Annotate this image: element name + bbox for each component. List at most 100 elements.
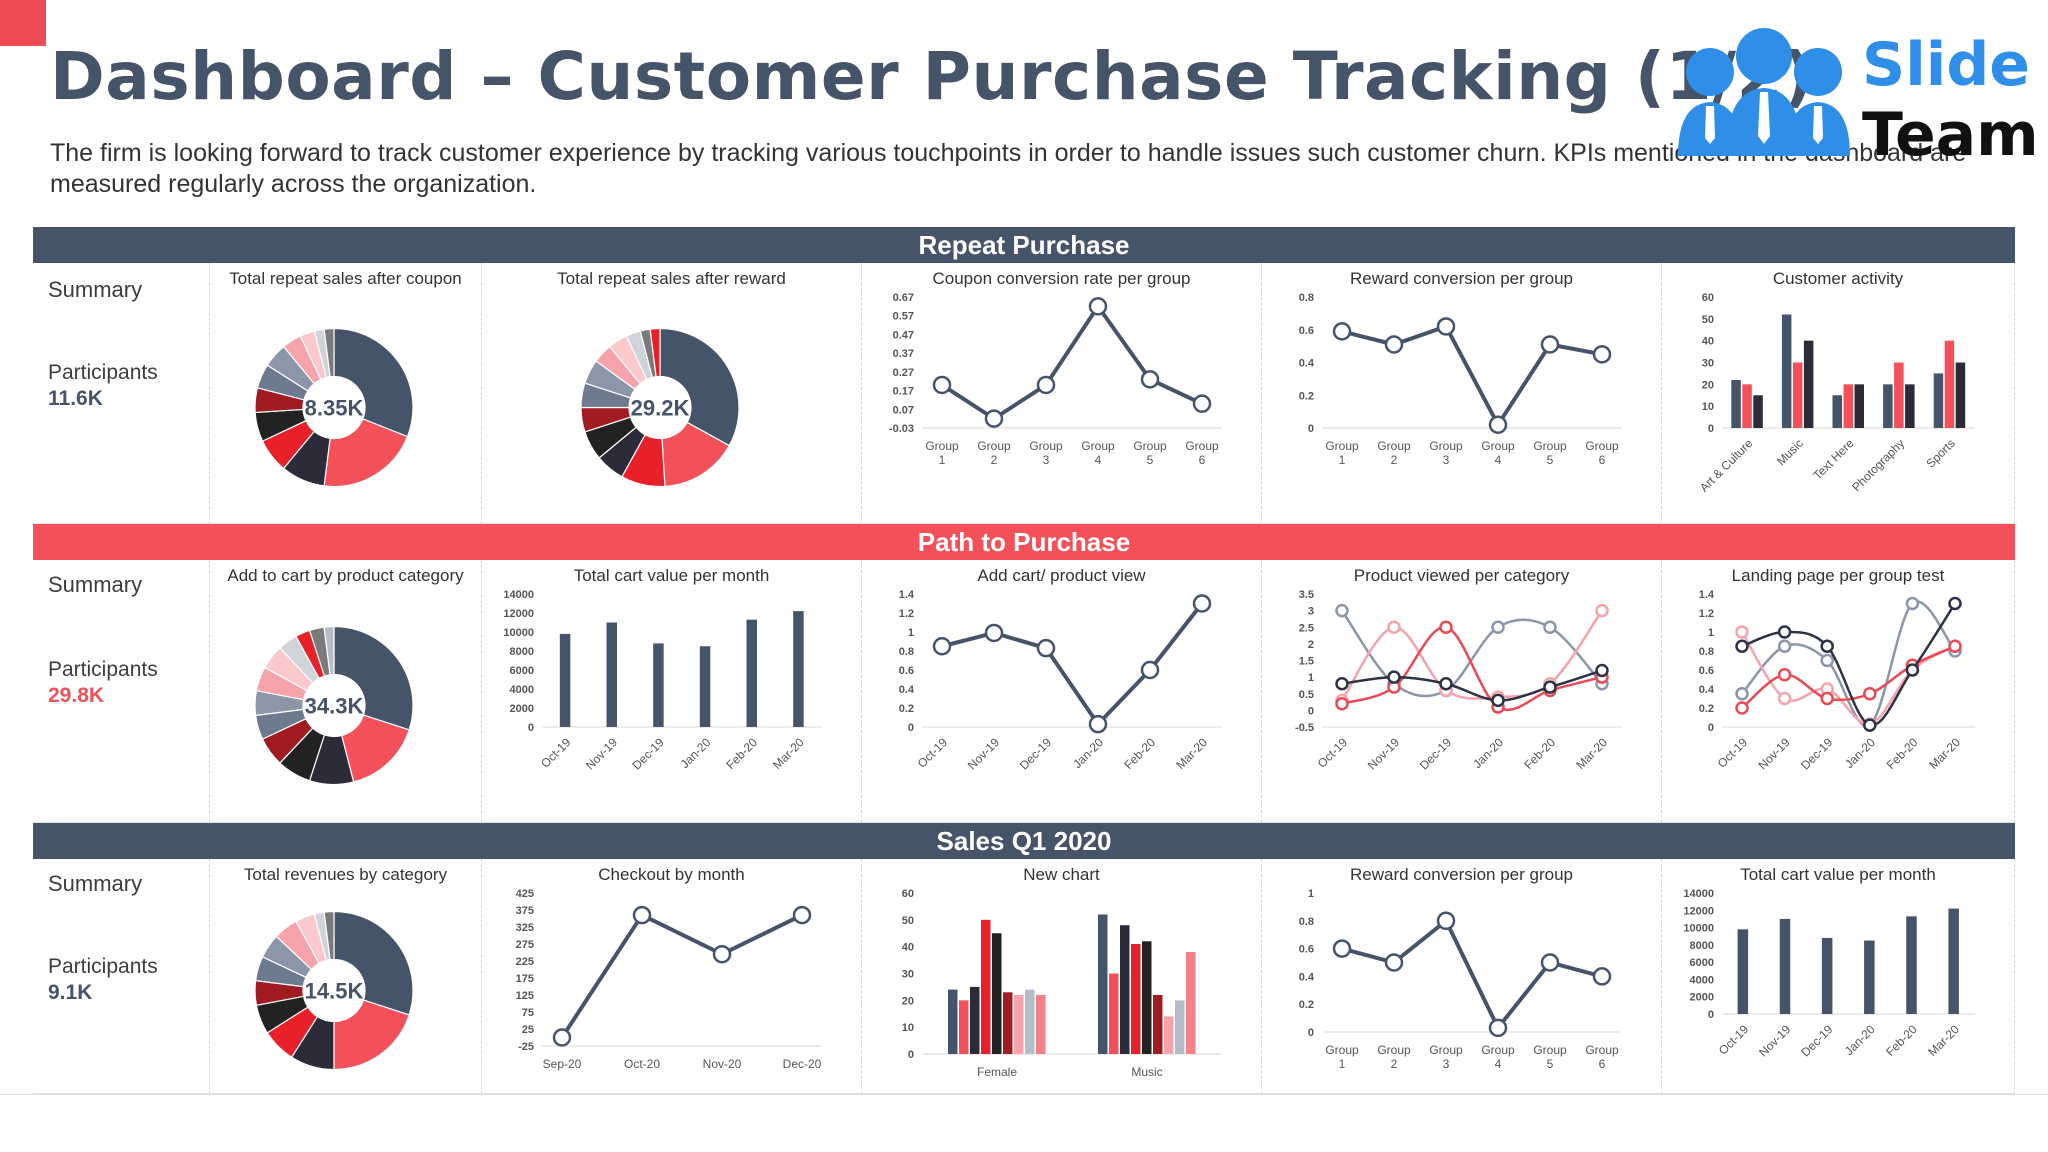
y-tick-label: 0.5: [1299, 689, 1314, 701]
y-tick-label: 2.5: [1299, 622, 1314, 634]
chart-svg: 0.67 0.57 0.47 0.37 0.27 0.17 0.07 -0.03 Group 1 G…: [889, 292, 1222, 467]
data-point: [984, 409, 1004, 428]
x-tick-label: Nov-19: [583, 735, 620, 772]
bar: [970, 986, 980, 1054]
data-point: [1436, 911, 1456, 931]
data-point: [792, 905, 812, 925]
chart-svg: 29.2K: [580, 327, 740, 488]
chart-svg: 1 0.8 0.6 0.4 0.2 0 Group 1 Group 2 Group 3 Group 4 Gr…: [1299, 888, 1622, 1071]
chart-title: New chart: [1023, 865, 1100, 884]
data-point: [1777, 691, 1792, 706]
chart-panel-r2c3: Add cart/ product view 1.4 1.2 1 0.8 0.6 0.4 0.…: [862, 560, 1262, 823]
bar: [559, 633, 571, 727]
data-point: [1488, 1018, 1508, 1038]
data-point: [1140, 370, 1160, 389]
y-tick-label: 0: [1708, 1009, 1714, 1021]
y-tick-label: 1.4: [1699, 589, 1715, 601]
x-tick-label: Sports: [1923, 436, 1957, 470]
y-tick-label: 10000: [1683, 923, 1714, 935]
bar: [1003, 992, 1013, 1054]
band-sales-q1-2020: Sales Q1 2020: [33, 823, 2015, 859]
chart-svg: 8.35K: [254, 327, 414, 488]
bar: [606, 622, 617, 727]
x-tick-label: Feb-20: [1121, 735, 1158, 772]
data-point: [932, 375, 952, 395]
y-tick-label: 0.8: [1299, 916, 1314, 928]
x-tick-label: Nov-19: [965, 735, 1002, 772]
chart-title: Coupon conversion rate per group: [932, 269, 1191, 288]
data-point: [1777, 668, 1792, 682]
series-line: [560, 912, 803, 1039]
y-tick-label: 0: [1708, 423, 1714, 435]
y-tick-label: 0.4: [899, 684, 915, 696]
y-tick-label: 25: [522, 1024, 534, 1036]
summary-label: Summary: [48, 871, 143, 896]
x-tick-label: Group 6: [1185, 439, 1219, 467]
y-tick-label: 14000: [503, 589, 534, 601]
chart-title: Add to cart by product category: [227, 566, 464, 585]
x-tick-label: Nov-19: [1755, 735, 1792, 772]
series-line: [940, 302, 1203, 422]
bar: [1864, 940, 1875, 1014]
bar: [948, 989, 958, 1054]
bar: [1948, 908, 1959, 1014]
x-tick-label: Mar-20: [1573, 735, 1610, 772]
x-tick-label: Nov-19: [1365, 735, 1402, 772]
bar: [1843, 384, 1853, 428]
y-tick-label: 2000: [1690, 992, 1714, 1004]
y-tick-label: 14000: [1683, 888, 1714, 900]
bar: [1153, 994, 1163, 1054]
chart-svg: 425 375 325 275 225 175 125 75 25 -25 Sep-20 Oct-20…: [516, 888, 822, 1071]
logo-text-team: Team: [1862, 100, 2039, 170]
corner-accent: [0, 0, 46, 46]
x-tick-label: Oct-20: [624, 1057, 660, 1071]
pie-hole: [303, 959, 365, 1022]
summary-panel-repeat: Summary Participants 11.6K: [33, 263, 210, 524]
y-tick-label: 1: [1308, 672, 1314, 684]
y-tick-label: 3.5: [1299, 589, 1314, 601]
data-point: [1488, 415, 1508, 434]
pie-hole: [629, 376, 691, 439]
bar: [1955, 362, 1966, 428]
data-point: [1863, 718, 1877, 732]
chart-title: Total revenues by category: [243, 865, 448, 884]
bar: [1905, 384, 1915, 428]
y-tick-label: 0.27: [893, 367, 914, 379]
chart-svg: 60 50 40 30 20 10 0 Female Music: [902, 888, 1222, 1079]
data-point: [1036, 638, 1056, 658]
chart-title: Reward conversion per group: [1349, 269, 1573, 288]
bar: [1944, 340, 1955, 428]
y-tick-label: 10: [1702, 401, 1714, 413]
x-tick-label: Jan-20: [1842, 1022, 1878, 1058]
chart-title: Checkout by month: [598, 865, 745, 884]
chart-panel-r1c1: Total repeat sales after coupon 8.35K: [210, 263, 482, 524]
series-line: [941, 602, 1204, 728]
y-tick-label: -0.03: [889, 423, 914, 435]
bottom-divider: [0, 1094, 2048, 1095]
data-point: [1905, 596, 1920, 611]
bar: [1025, 989, 1035, 1054]
y-tick-label: 3: [1308, 606, 1314, 618]
y-tick-label: 0.07: [893, 404, 914, 416]
bar: [1933, 373, 1944, 428]
data-point: [712, 944, 732, 964]
participants-label: Participants: [48, 955, 158, 978]
chart-title: Total cart value per month: [1740, 865, 1936, 884]
data-point: [1384, 953, 1404, 972]
chart-panel-r3c1: Total revenues by category 14.5K: [210, 859, 482, 1094]
data-point: [1387, 620, 1401, 634]
summary-label: Summary: [48, 277, 143, 302]
y-tick-label: 0.8: [899, 646, 914, 658]
y-tick-label: 0.2: [1299, 999, 1314, 1011]
chart-panel-r3c3: New chart 60 50 40 30 20 10 0 Female Music: [862, 859, 1262, 1094]
bar: [1098, 914, 1108, 1054]
data-point: [1088, 297, 1108, 316]
bar: [1906, 916, 1917, 1014]
chart-panel-r2c1: Add to cart by product category 34.3K: [210, 560, 482, 823]
bar: [1014, 994, 1024, 1054]
data-point: [1905, 663, 1920, 677]
